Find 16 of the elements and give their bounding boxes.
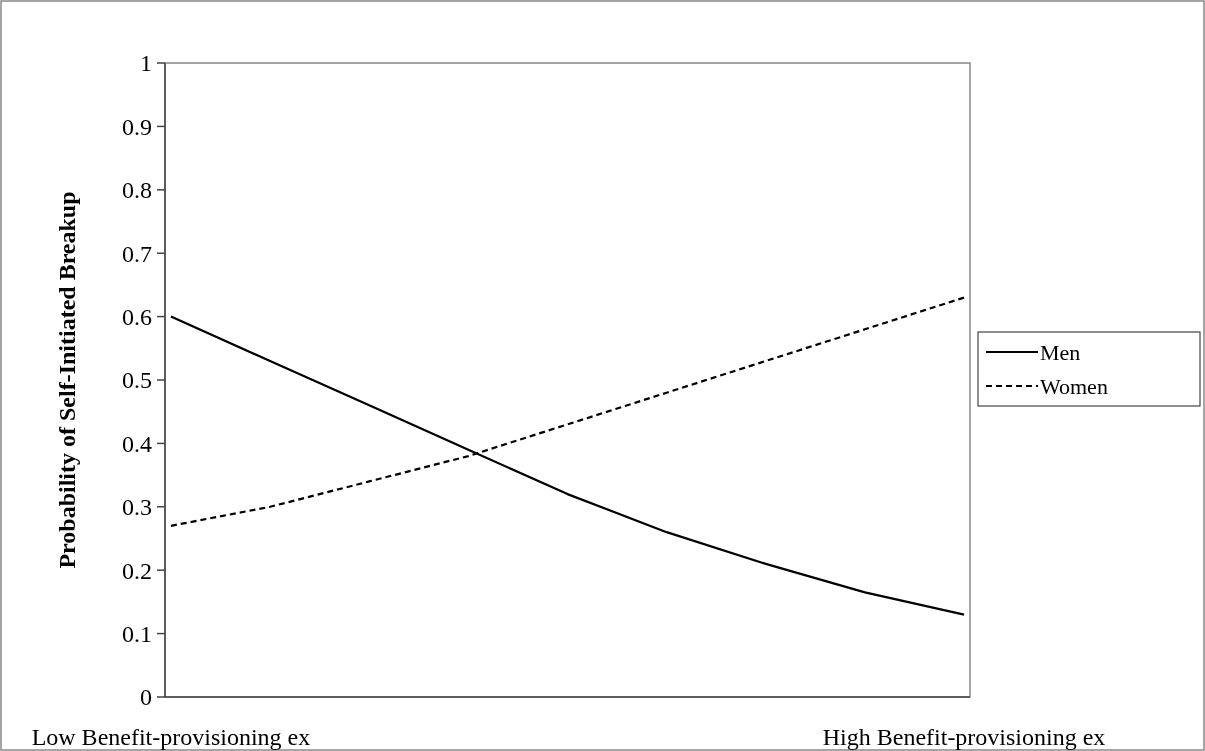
x-tick-label: High Benefit-provisioning ex (822, 724, 1106, 750)
legend-label: Men (1040, 339, 1081, 365)
y-tick-label: 0.4 (122, 430, 152, 457)
y-tick-label: 0.2 (122, 557, 152, 584)
y-tick-label: 0.9 (122, 113, 152, 140)
y-tick-label: 0.3 (122, 494, 152, 521)
y-tick-label: 1 (140, 50, 152, 77)
y-tick-label: 0 (140, 684, 152, 711)
y-tick-label: 0.8 (122, 177, 152, 204)
x-tick-label: Low Benefit-provisioning ex (31, 724, 311, 750)
y-tick-label: 0.6 (122, 304, 152, 330)
y-tick-label: 0.7 (122, 240, 152, 267)
legend-label: Women (1040, 373, 1108, 399)
y-tick-label: 0.1 (122, 621, 152, 647)
y-axis-title: Probability of Self-Initiated Breakup (54, 191, 80, 569)
y-tick-label: 0.5 (122, 367, 152, 394)
